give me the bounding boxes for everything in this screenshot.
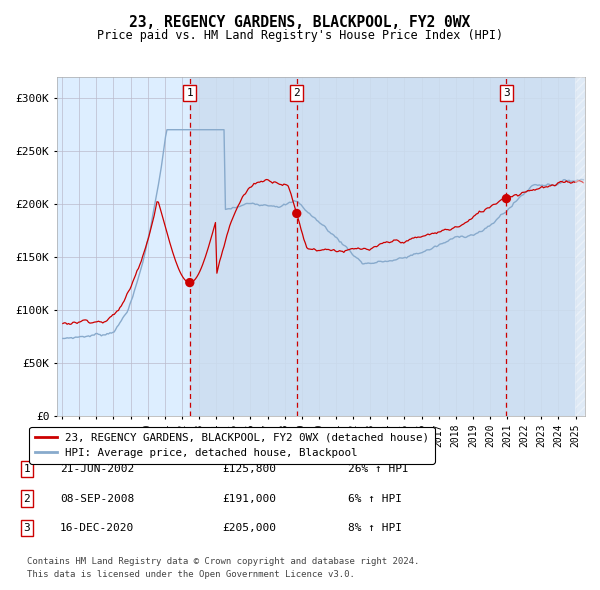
Text: 3: 3 bbox=[503, 88, 510, 98]
Bar bbox=[297, 77, 506, 416]
Text: 08-SEP-2008: 08-SEP-2008 bbox=[60, 494, 134, 503]
Text: 3: 3 bbox=[23, 523, 31, 533]
Bar bbox=[575, 77, 585, 416]
Bar bbox=[190, 77, 297, 416]
Text: 8% ↑ HPI: 8% ↑ HPI bbox=[348, 523, 402, 533]
Text: 2: 2 bbox=[293, 88, 300, 98]
Text: 23, REGENCY GARDENS, BLACKPOOL, FY2 0WX: 23, REGENCY GARDENS, BLACKPOOL, FY2 0WX bbox=[130, 15, 470, 30]
Point bbox=[185, 278, 194, 287]
Text: £125,800: £125,800 bbox=[222, 464, 276, 474]
Legend: 23, REGENCY GARDENS, BLACKPOOL, FY2 0WX (detached house), HPI: Average price, de: 23, REGENCY GARDENS, BLACKPOOL, FY2 0WX … bbox=[29, 427, 434, 464]
Text: 1: 1 bbox=[187, 88, 193, 98]
Text: 2: 2 bbox=[23, 494, 31, 503]
Text: 6% ↑ HPI: 6% ↑ HPI bbox=[348, 494, 402, 503]
Text: 1: 1 bbox=[23, 464, 31, 474]
Text: 16-DEC-2020: 16-DEC-2020 bbox=[60, 523, 134, 533]
Text: 21-JUN-2002: 21-JUN-2002 bbox=[60, 464, 134, 474]
Point bbox=[292, 209, 302, 218]
Text: Price paid vs. HM Land Registry's House Price Index (HPI): Price paid vs. HM Land Registry's House … bbox=[97, 30, 503, 42]
Text: 26% ↑ HPI: 26% ↑ HPI bbox=[348, 464, 409, 474]
Text: This data is licensed under the Open Government Licence v3.0.: This data is licensed under the Open Gov… bbox=[27, 571, 355, 579]
Point bbox=[502, 194, 511, 204]
Text: £191,000: £191,000 bbox=[222, 494, 276, 503]
Bar bbox=[506, 77, 585, 416]
Text: Contains HM Land Registry data © Crown copyright and database right 2024.: Contains HM Land Registry data © Crown c… bbox=[27, 558, 419, 566]
Text: £205,000: £205,000 bbox=[222, 523, 276, 533]
